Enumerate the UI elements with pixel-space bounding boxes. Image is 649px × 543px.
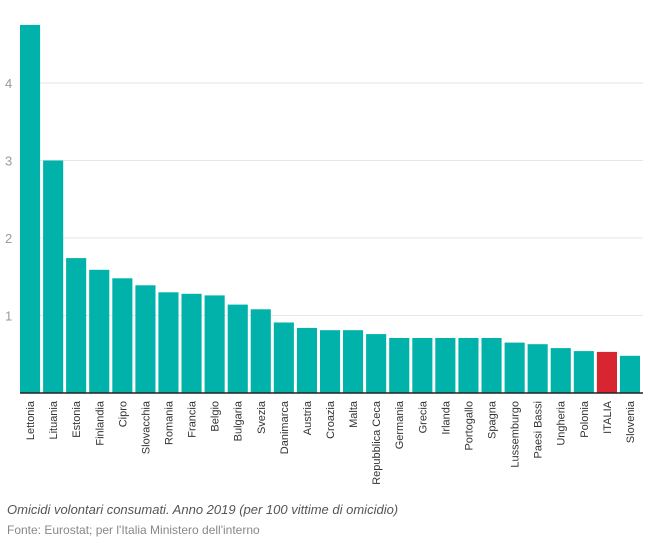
- x-tick-label: Finlandia: [94, 400, 106, 446]
- x-tick-label: Austria: [302, 400, 314, 435]
- bar-malta: [343, 330, 364, 393]
- x-axis-labels: Lettonia Lituania Estonia Finlandia Cipro Slo…: [25, 400, 637, 485]
- bar-lituania: [43, 160, 64, 393]
- x-tick-label: Cipro: [117, 401, 129, 427]
- x-tick-label: Irlanda: [440, 400, 452, 435]
- bar-lettonia: [20, 24, 41, 394]
- x-tick-label: Croazia: [325, 400, 337, 439]
- x-tick-label: Lussemburgo: [510, 401, 522, 468]
- bar-chart: 1 2 3 4 Lettonia Lituania Estonia Finlandia Cip…: [5, 24, 643, 485]
- x-tick-label: Francia: [187, 400, 199, 438]
- chart-caption: Omicidi volontari consumati. Anno 2019 (…: [7, 502, 399, 517]
- bar-portogallo: [458, 338, 479, 393]
- bar-repubblica-ceca: [366, 334, 387, 393]
- x-tick-label: Lituania: [48, 400, 60, 439]
- bar-germania: [389, 338, 410, 393]
- x-tick-label: Ungheria: [556, 400, 568, 446]
- bar-spagna: [481, 338, 502, 393]
- x-tick-label: ITALIA: [602, 400, 614, 433]
- bar-estonia: [66, 258, 87, 393]
- x-tick-label: Polonia: [579, 400, 591, 438]
- bar-romania: [158, 292, 179, 394]
- x-tick-label: Romania: [164, 400, 176, 445]
- y-tick-label: 4: [5, 76, 12, 91]
- bar-irlanda: [435, 338, 456, 393]
- bar-polonia: [573, 351, 594, 393]
- gridlines: [20, 82, 643, 316]
- bar-austria: [296, 327, 317, 393]
- bar-slovenia: [619, 355, 640, 393]
- x-tick-label: Grecia: [417, 400, 429, 433]
- bar-finlandia: [89, 269, 110, 393]
- bar-croazia: [320, 330, 341, 393]
- y-tick-label: 2: [5, 231, 12, 246]
- x-tick-label: Slovacchia: [140, 400, 152, 454]
- x-tick-label: Danimarca: [279, 400, 291, 454]
- bar-bulgaria: [227, 304, 248, 393]
- bar-grecia: [412, 338, 433, 393]
- x-tick-label: Lettonia: [25, 400, 37, 440]
- bar-danimarca: [273, 322, 294, 393]
- bars: [20, 24, 640, 394]
- bar-belgio: [204, 295, 225, 394]
- bar-paesi-bassi: [527, 344, 548, 393]
- bar-lussemburgo: [504, 342, 525, 393]
- x-tick-label: Malta: [348, 400, 360, 428]
- x-tick-label: Estonia: [71, 400, 83, 438]
- x-tick-label: Portogallo: [463, 401, 475, 451]
- bar-ungheria: [550, 348, 571, 393]
- chart-source: Fonte: Eurostat; per l'Italia Ministero …: [7, 523, 260, 537]
- x-tick-label: Slovenia: [625, 400, 637, 443]
- bar-italia: [596, 351, 617, 393]
- x-tick-label: Germania: [394, 400, 406, 449]
- bar-svezia: [250, 309, 271, 393]
- y-tick-label: 1: [5, 309, 12, 324]
- bar-cipro: [112, 278, 133, 393]
- x-tick-label: Repubblica Ceca: [371, 400, 383, 485]
- y-axis-ticks: 1 2 3 4: [5, 76, 12, 324]
- y-tick-label: 3: [5, 154, 12, 169]
- bar-slovacchia: [135, 285, 156, 393]
- x-tick-label: Bulgaria: [233, 400, 245, 441]
- x-tick-label: Belgio: [210, 401, 222, 432]
- x-tick-label: Paesi Bassi: [533, 401, 545, 458]
- x-tick-label: Svezia: [256, 400, 268, 434]
- x-tick-label: Spagna: [487, 400, 499, 439]
- bar-francia: [181, 293, 202, 393]
